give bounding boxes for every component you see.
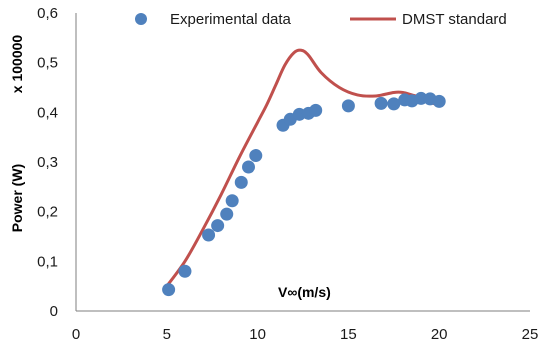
experimental-point <box>309 103 323 117</box>
y-tick-label: 0,3 <box>37 154 58 171</box>
legend-label-experimental: Experimental data <box>170 11 292 28</box>
dmst-standard-line <box>165 48 441 288</box>
experimental-point <box>374 96 388 110</box>
experimental-point <box>211 219 225 233</box>
y-tick-label: 0,1 <box>37 253 58 270</box>
x-tick-label: 25 <box>522 326 539 343</box>
x-tick-label: 10 <box>249 326 266 343</box>
experimental-point <box>220 207 234 221</box>
y-tick-label: 0,4 <box>37 104 58 121</box>
legend: Experimental data DMST standard <box>135 11 507 28</box>
y-tick-label: 0,5 <box>37 55 58 72</box>
experimental-point <box>162 283 176 297</box>
y-tick-label: 0,2 <box>37 204 58 221</box>
y-tick-label: 0,6 <box>37 5 58 22</box>
y-axis-label: Power (W) <box>9 164 25 232</box>
dmst-line-series <box>165 48 441 288</box>
experimental-point <box>387 97 401 111</box>
y-tick-label: 0 <box>50 303 58 320</box>
x-tick-label: 5 <box>163 326 171 343</box>
x-tick-label: 0 <box>72 326 80 343</box>
experimental-point <box>249 149 263 163</box>
experimental-point <box>234 175 248 189</box>
x-tick-label: 20 <box>431 326 448 343</box>
experimental-point <box>225 194 239 208</box>
x-axis-label: V∞(m/s) <box>278 284 331 300</box>
experimental-points <box>162 91 446 297</box>
y-axis-multiplier: x 100000 <box>9 35 25 94</box>
legend-marker-experimental <box>135 13 147 25</box>
legend-label-dmst: DMST standard <box>402 11 507 28</box>
experimental-point <box>178 264 192 278</box>
tick-labels: 0 5 10 15 20 25 0 0,1 0,2 0,3 0,4 0,5 0,6 <box>37 5 538 343</box>
experimental-point <box>341 99 355 113</box>
experimental-point <box>242 160 256 174</box>
experimental-point <box>202 228 216 242</box>
axes <box>75 13 530 312</box>
experimental-point <box>432 94 446 108</box>
x-tick-label: 15 <box>340 326 357 343</box>
